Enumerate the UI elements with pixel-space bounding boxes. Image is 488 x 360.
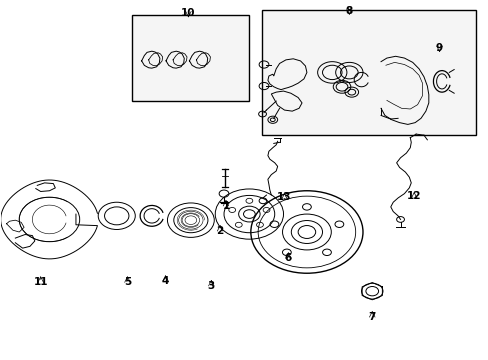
Text: 4: 4 <box>162 276 169 286</box>
Text: 5: 5 <box>123 277 131 287</box>
Text: 12: 12 <box>406 191 421 201</box>
Text: 3: 3 <box>207 281 215 291</box>
Bar <box>132 15 249 101</box>
Text: 13: 13 <box>277 192 291 202</box>
Text: 11: 11 <box>33 277 48 287</box>
Text: 2: 2 <box>216 226 224 236</box>
Text: 6: 6 <box>284 253 291 263</box>
Bar <box>261 10 475 135</box>
Text: 10: 10 <box>181 8 195 18</box>
Text: 8: 8 <box>345 6 352 16</box>
Text: 7: 7 <box>368 312 375 322</box>
Text: 9: 9 <box>435 43 442 53</box>
Text: 1: 1 <box>222 201 229 211</box>
